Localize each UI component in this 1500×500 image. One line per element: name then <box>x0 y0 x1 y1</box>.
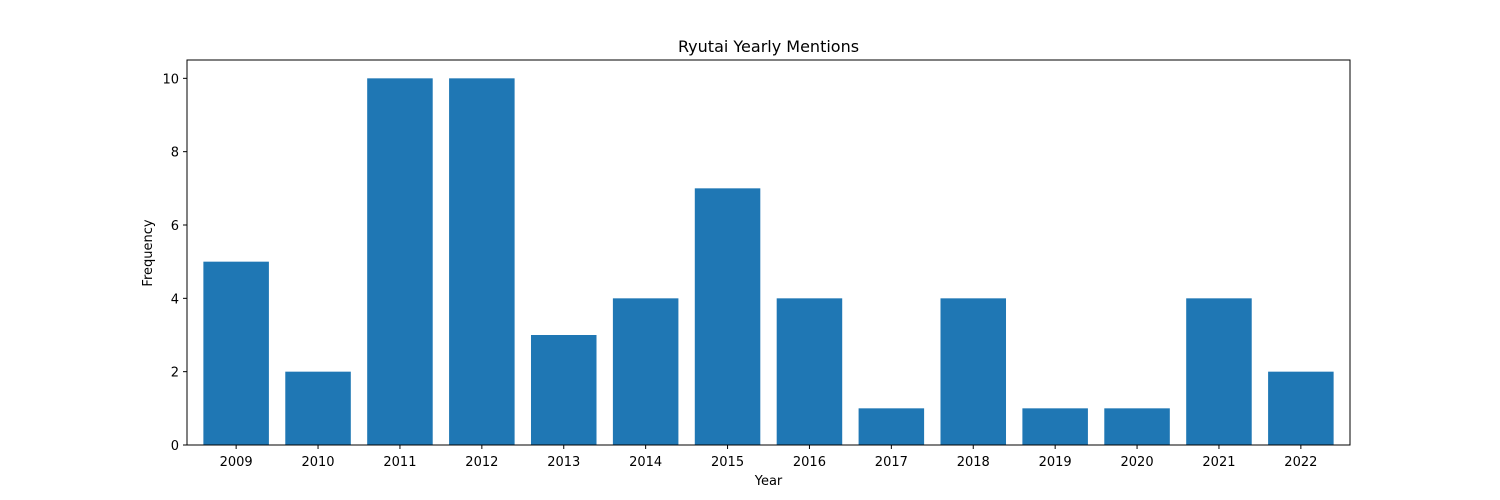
bar-2017 <box>858 408 925 445</box>
y-tick-label-4: 4 <box>171 292 179 307</box>
x-tick-label-2013: 2013 <box>547 455 580 470</box>
y-tick-label-8: 8 <box>171 146 179 161</box>
bar-2020 <box>1104 408 1170 445</box>
x-tick-label-2018: 2018 <box>957 455 990 470</box>
x-tick-label-2017: 2017 <box>875 455 908 470</box>
bar-2011 <box>367 78 433 445</box>
y-tick-label-6: 6 <box>171 219 179 234</box>
bar-2013 <box>530 335 597 445</box>
bar-2018 <box>940 298 1007 445</box>
x-tick-label-2012: 2012 <box>465 455 498 470</box>
x-tick-label-2020: 2020 <box>1121 455 1154 470</box>
x-axis-label: Year <box>754 474 783 489</box>
x-axis-ticks: 2009 2010 2011 2012 2013 2014 2015 2016 2017 2018… <box>220 445 1317 470</box>
x-tick-label-2019: 2019 <box>1039 455 1072 470</box>
y-tick-label-10: 10 <box>162 72 179 87</box>
bar-2009 <box>203 261 269 445</box>
chart-title: Ryutai Yearly Mentions <box>678 37 859 56</box>
bars-group <box>203 78 1334 446</box>
bar-2019 <box>1022 408 1088 445</box>
bar-2010 <box>285 371 351 445</box>
bar-2015 <box>694 188 761 446</box>
bar-2012 <box>449 78 515 445</box>
y-axis-ticks: 0 2 4 6 8 10 <box>162 72 187 454</box>
y-tick-label-2: 2 <box>171 366 179 381</box>
x-tick-label-2022: 2022 <box>1284 455 1317 470</box>
bar-2022 <box>1268 371 1334 445</box>
bar-2016 <box>776 298 843 445</box>
bar-2021 <box>1186 298 1252 445</box>
x-tick-label-2009: 2009 <box>220 455 253 470</box>
x-tick-label-2014: 2014 <box>629 455 662 470</box>
plot-frame <box>186 59 1351 446</box>
bar-2014 <box>612 298 679 445</box>
x-tick-label-2011: 2011 <box>383 455 416 470</box>
x-tick-label-2010: 2010 <box>301 455 334 470</box>
x-tick-label-2021: 2021 <box>1202 455 1235 470</box>
x-tick-label-2015: 2015 <box>711 455 744 470</box>
y-axis-label: Frequency <box>141 219 156 286</box>
x-tick-label-2016: 2016 <box>793 455 826 470</box>
y-tick-label-0: 0 <box>171 439 179 454</box>
